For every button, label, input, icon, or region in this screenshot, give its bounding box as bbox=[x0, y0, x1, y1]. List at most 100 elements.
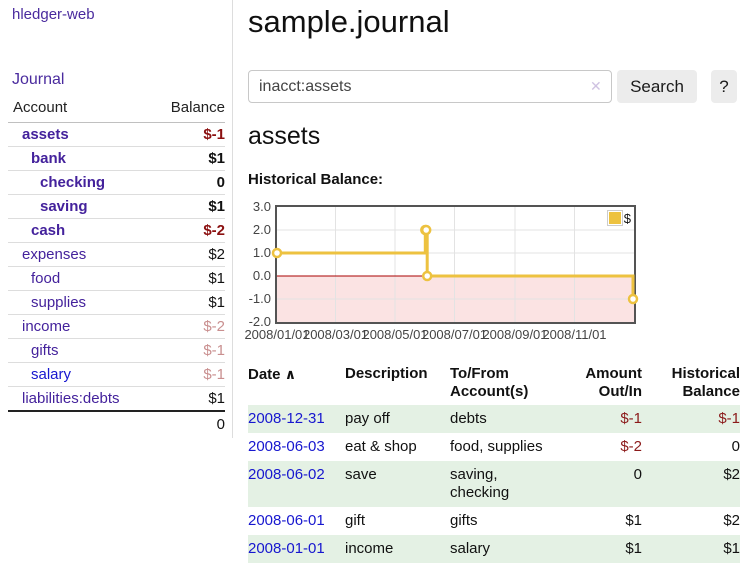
x-axis-tick-label: 2008/07/01 bbox=[421, 327, 488, 342]
register-amount: $-1 bbox=[620, 410, 642, 427]
register-description: save bbox=[345, 466, 377, 483]
tofrom-column-header: To/From Account(s) bbox=[450, 365, 529, 400]
y-axis-tick-label: -1.0 bbox=[248, 291, 271, 306]
account-row: assets $-1 bbox=[8, 122, 225, 147]
account-balance: $1 bbox=[208, 390, 225, 407]
search-button[interactable]: Search bbox=[617, 70, 697, 103]
accounts-table-header: Account Balance bbox=[8, 99, 225, 123]
account-heading: assets bbox=[248, 122, 321, 150]
register-row: 2008-06-02 save saving, checking 0 $2 bbox=[248, 461, 740, 507]
account-link-assets[interactable]: assets bbox=[22, 126, 69, 143]
register-amount: $-2 bbox=[620, 438, 642, 455]
register-date-link[interactable]: 2008-01-01 bbox=[248, 540, 325, 557]
x-axis-tick-label: 2008/09/01 bbox=[482, 327, 548, 342]
y-axis-tick-label: 3.0 bbox=[252, 199, 271, 214]
account-link-expenses[interactable]: expenses bbox=[22, 246, 87, 263]
account-balance: $-1 bbox=[203, 126, 225, 143]
register-date-link[interactable]: 2008-06-02 bbox=[248, 466, 325, 483]
account-link-cash[interactable]: cash bbox=[31, 222, 66, 239]
account-balance: $1 bbox=[208, 294, 225, 311]
register-accounts: saving, checking bbox=[450, 466, 510, 501]
account-balance: $2 bbox=[208, 246, 225, 263]
balance-column-header: Historical Balance bbox=[671, 365, 740, 400]
sidebar: hledger-web Journal Account Balance asse… bbox=[0, 0, 233, 438]
register-date-link[interactable]: 2008-06-01 bbox=[248, 512, 325, 529]
register-row: 2008-06-01 gift gifts $1 $2 bbox=[248, 507, 740, 535]
account-link-checking[interactable]: checking bbox=[40, 174, 106, 191]
y-axis-tick-label: -2.0 bbox=[248, 314, 271, 329]
x-axis-tick-label: 2008/05/01 bbox=[362, 327, 428, 342]
account-row: liabilities:debts $1 bbox=[8, 386, 225, 412]
accounts-total-value: 0 bbox=[216, 416, 225, 433]
account-link-salary[interactable]: salary bbox=[31, 366, 72, 383]
account-balance: $-1 bbox=[203, 342, 225, 359]
register-table-header: Date ∧ Description To/From Account(s) Am… bbox=[248, 361, 740, 405]
register-accounts: debts bbox=[450, 410, 487, 427]
register-amount: $1 bbox=[625, 540, 642, 557]
register-row: 2008-06-03 eat & shop food, supplies $-2 0 bbox=[248, 433, 740, 461]
account-balance: $1 bbox=[208, 150, 225, 167]
clear-search-icon[interactable]: ✕ bbox=[590, 78, 602, 94]
account-row: checking 0 bbox=[8, 170, 225, 195]
register-amount: 0 bbox=[633, 466, 642, 483]
y-axis-tick-label: 1.0 bbox=[252, 245, 271, 260]
historical-balance-chart: $ 3.0 2.0 1.0 0.0 -1.0 -2.0 2008/01/01 2008/03/… bbox=[244, 199, 742, 350]
account-row: bank $1 bbox=[8, 146, 225, 171]
register-table: Date ∧ Description To/From Account(s) Am… bbox=[248, 361, 740, 563]
page-title: sample.journal bbox=[248, 4, 450, 39]
register-date-link[interactable]: 2008-06-03 bbox=[248, 438, 325, 455]
search-input[interactable] bbox=[248, 70, 612, 103]
account-link-liabilities-debts[interactable]: liabilities:debts bbox=[22, 390, 120, 407]
register-date-link[interactable]: 2008-12-31 bbox=[248, 410, 325, 427]
account-balance: $-2 bbox=[203, 222, 225, 239]
register-accounts: food, supplies bbox=[450, 438, 543, 455]
description-column-header: Description bbox=[345, 365, 428, 382]
balance-column-header: Balance bbox=[149, 99, 225, 123]
register-balance: $-1 bbox=[718, 410, 740, 427]
register-accounts: salary bbox=[450, 540, 491, 557]
app-brand-link[interactable]: hledger-web bbox=[12, 6, 95, 23]
legend-swatch-icon bbox=[606, 210, 623, 226]
account-balance: $1 bbox=[208, 270, 225, 287]
sidebar-item-journal[interactable]: Journal bbox=[12, 71, 65, 88]
account-link-income[interactable]: income bbox=[22, 318, 71, 335]
account-column-header: Account bbox=[8, 99, 150, 123]
register-row: 2008-01-01 income salary $1 $1 bbox=[248, 535, 740, 563]
account-balance: $-1 bbox=[203, 366, 225, 383]
account-row: supplies $1 bbox=[8, 290, 225, 315]
chart-title: Historical Balance: bbox=[248, 171, 384, 188]
account-row: income $-2 bbox=[8, 314, 225, 339]
register-accounts: gifts bbox=[450, 512, 478, 529]
register-balance: $2 bbox=[723, 466, 740, 483]
register-description: gift bbox=[345, 512, 366, 529]
register-row: 2008-12-31 pay off debts $-1 $-1 bbox=[248, 405, 740, 433]
accounts-total-row: 0 bbox=[8, 411, 225, 436]
account-link-bank[interactable]: bank bbox=[31, 150, 67, 167]
register-description: pay off bbox=[345, 410, 390, 427]
account-link-food[interactable]: food bbox=[31, 270, 61, 287]
y-axis-tick-label: 2.0 bbox=[252, 222, 271, 237]
account-link-gifts[interactable]: gifts bbox=[31, 342, 59, 359]
register-balance: 0 bbox=[731, 438, 740, 455]
help-button[interactable]: ? bbox=[711, 70, 737, 103]
register-balance: $2 bbox=[723, 512, 740, 529]
x-axis-tick-label: 2008/01/01 bbox=[244, 327, 310, 342]
legend-label: $ bbox=[623, 210, 631, 226]
account-row: gifts $-1 bbox=[8, 338, 225, 363]
account-link-supplies[interactable]: supplies bbox=[31, 294, 87, 311]
sort-ascending-icon: ∧ bbox=[284, 366, 297, 382]
chart-plot-area: $ bbox=[271, 205, 639, 324]
accounts-table: Account Balance assets $-1 bank $1 checking 0… bbox=[8, 99, 225, 436]
account-balance: 0 bbox=[216, 174, 225, 191]
date-column-header[interactable]: Date ∧ bbox=[248, 366, 297, 383]
account-link-saving[interactable]: saving bbox=[40, 198, 88, 215]
chart-legend: $ bbox=[606, 210, 631, 226]
register-amount: $1 bbox=[625, 512, 642, 529]
account-balance: $-2 bbox=[203, 318, 225, 335]
amount-column-header: Amount Out/In bbox=[585, 365, 642, 400]
account-row: food $1 bbox=[8, 266, 225, 291]
register-description: income bbox=[345, 540, 394, 557]
account-row: salary $-1 bbox=[8, 362, 225, 387]
account-row: expenses $2 bbox=[8, 242, 225, 267]
y-axis-tick-label: 0.0 bbox=[252, 268, 271, 283]
